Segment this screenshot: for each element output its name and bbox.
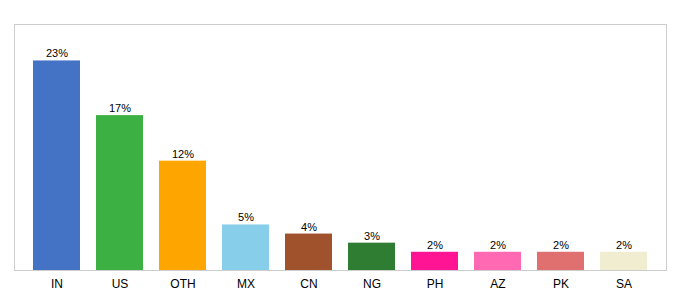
- svg-text:SA: SA: [616, 277, 632, 291]
- svg-text:MX: MX: [237, 277, 255, 291]
- svg-text:2%: 2%: [427, 239, 443, 251]
- svg-text:NG: NG: [363, 277, 381, 291]
- svg-text:23%: 23%: [46, 47, 68, 59]
- svg-text:2%: 2%: [553, 239, 569, 251]
- svg-text:17%: 17%: [109, 102, 131, 114]
- svg-text:3%: 3%: [364, 230, 380, 242]
- svg-text:IN: IN: [51, 277, 63, 291]
- svg-text:5%: 5%: [238, 211, 254, 223]
- svg-text:2%: 2%: [616, 239, 632, 251]
- svg-text:OTH: OTH: [170, 277, 195, 291]
- svg-text:US: US: [112, 277, 129, 291]
- svg-text:12%: 12%: [172, 148, 194, 160]
- svg-text:PH: PH: [427, 277, 444, 291]
- svg-text:2%: 2%: [490, 239, 506, 251]
- svg-text:AZ: AZ: [490, 277, 505, 291]
- svg-text:CN: CN: [300, 277, 317, 291]
- svg-text:PK: PK: [553, 277, 569, 291]
- svg-text:4%: 4%: [301, 221, 317, 233]
